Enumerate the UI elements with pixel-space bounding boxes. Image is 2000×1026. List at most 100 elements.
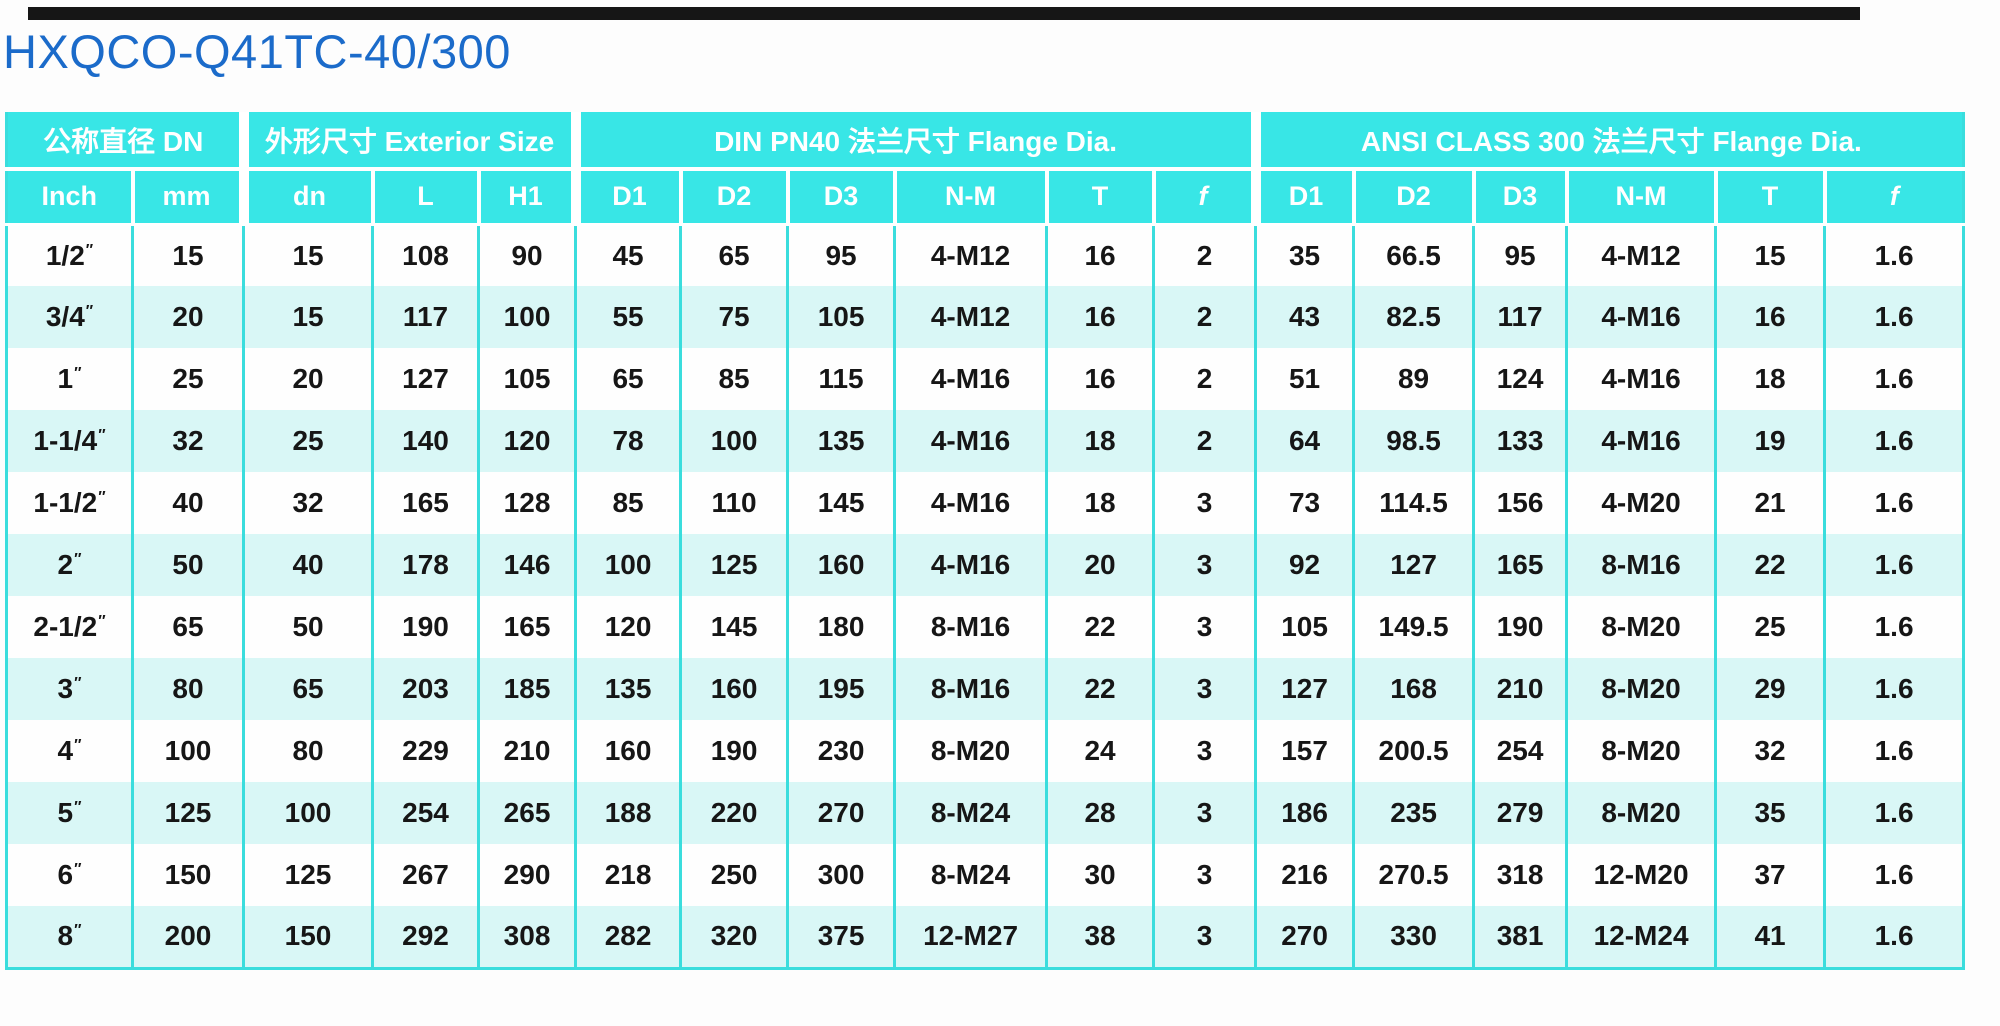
cell-ansi-d3: 95 [1472,224,1567,286]
cell-h1: 290 [477,844,576,906]
cell-dn: 15 [242,224,373,286]
inch-size: 2-1/2 [33,611,98,642]
cell-din-d2: 85 [679,348,788,410]
table-row: 6″ 150 125 267 290 218 250 300 8-M24 30 3 216 270.5 3… [6,844,1964,906]
cell-din-d2: 65 [679,224,788,286]
cell-din-d2: 250 [679,844,788,906]
cell-din-nm: 4-M16 [893,472,1047,534]
group-header-ansi-class300: ANSI CLASS 300 法兰尺寸 Flange Dia. [1250,112,1964,171]
cell-mm: 100 [130,720,244,782]
cell-ansi-d1: 127 [1254,658,1354,720]
cell-ansi-f: 1.6 [1823,348,1964,410]
col-header-mm: mm [130,169,244,226]
cell-ansi-d2: 235 [1352,782,1474,844]
table-row: 2-1/2″ 65 50 190 165 120 145 180 8-M16 22 3 105 149.… [6,596,1964,658]
col-header-L: L [370,169,479,226]
cell-ansi-d3: 190 [1472,596,1567,658]
inch-size: 8 [57,920,74,952]
col-header-ansi-T: T [1713,169,1825,226]
cell-ansi-t: 41 [1714,906,1825,968]
cell-ansi-d2: 66.5 [1352,224,1474,286]
cell-din-d1: 160 [574,720,681,782]
cell-l: 254 [371,782,479,844]
cell-inch: 3/4″ [6,286,133,348]
table-row: 4″ 100 80 229 210 160 190 230 8-M20 24 3 157 200.5 25… [6,720,1964,782]
cell-din-nm: 4-M16 [893,534,1047,596]
cell-ansi-f: 1.6 [1823,782,1964,844]
cell-din-nm: 4-M16 [893,348,1047,410]
cell-h1: 128 [477,472,576,534]
cell-din-d3: 195 [786,658,895,720]
cell-din-f: 2 [1152,348,1256,410]
cell-ansi-f: 1.6 [1823,720,1964,782]
cell-din-f: 3 [1152,782,1256,844]
cell-ansi-d3: 279 [1472,782,1567,844]
cell-l: 229 [371,720,479,782]
cell-ansi-t: 32 [1714,720,1825,782]
cell-l: 117 [371,286,479,348]
cell-ansi-f: 1.6 [1823,658,1964,720]
cell-ansi-nm: 8-M20 [1565,596,1716,658]
inch-size: 1 [57,363,74,394]
inch-mark: ″ [98,489,106,506]
cell-din-d2: 110 [679,472,788,534]
cell-din-d2: 190 [679,720,788,782]
cell-din-d1: 85 [574,472,681,534]
cell-din-nm: 8-M16 [893,658,1047,720]
cell-din-t: 30 [1045,844,1154,906]
col-header-inch: Inch [6,169,133,226]
cell-mm: 65 [130,596,244,658]
cell-din-d1: 135 [574,658,681,720]
cell-ansi-d1: 43 [1254,286,1354,348]
cell-mm: 25 [130,348,244,410]
table-body: 1/2″ 15 15 108 90 45 65 95 4-M12 16 2 35 66.5 95 4-M12… [6,224,1964,968]
col-header-ansi-D3: D3 [1471,169,1567,226]
cell-ansi-nm: 4-M16 [1565,286,1716,348]
col-header-H1: H1 [476,169,576,226]
cell-din-d2: 160 [679,658,788,720]
cell-ansi-d1: 35 [1254,224,1354,286]
cell-ansi-nm: 8-M16 [1565,534,1716,596]
cell-din-d3: 105 [786,286,895,348]
cell-din-nm: 4-M16 [893,410,1047,472]
cell-ansi-t: 37 [1714,844,1825,906]
cell-ansi-f: 1.6 [1823,534,1964,596]
cell-h1: 120 [477,410,576,472]
cell-h1: 90 [477,224,576,286]
cell-din-d2: 320 [679,906,788,968]
col-header-ansi-D2: D2 [1351,169,1474,226]
table-row: 2″ 50 40 178 146 100 125 160 4-M16 20 3 92 127 165 8-M… [6,534,1964,596]
cell-inch: 2-1/2″ [6,596,133,658]
cell-ansi-t: 25 [1714,596,1825,658]
cell-ansi-d3: 318 [1472,844,1567,906]
col-header-din-f: f [1151,169,1256,226]
cell-din-d3: 300 [786,844,895,906]
cell-ansi-d2: 114.5 [1352,472,1474,534]
cell-ansi-d3: 210 [1472,658,1567,720]
cell-l: 267 [371,844,479,906]
cell-din-t: 28 [1045,782,1154,844]
cell-l: 127 [371,348,479,410]
cell-din-t: 16 [1045,286,1154,348]
cell-inch: 1-1/2″ [6,472,133,534]
cell-ansi-t: 16 [1714,286,1825,348]
cell-ansi-d1: 64 [1254,410,1354,472]
cell-din-d1: 282 [574,906,681,968]
cell-l: 203 [371,658,479,720]
cell-mm: 50 [130,534,244,596]
table-row: 5″ 125 100 254 265 188 220 270 8-M24 28 3 186 235 279… [6,782,1964,844]
cell-din-d1: 218 [574,844,681,906]
flange-spec-table: 公称直径 DN 外形尺寸 Exterior Size DIN PN40 法兰尺寸… [5,112,1966,970]
cell-ansi-t: 21 [1714,472,1825,534]
cell-ansi-d3: 254 [1472,720,1567,782]
cell-din-f: 3 [1152,658,1256,720]
table-row: 3/4″ 20 15 117 100 55 75 105 4-M12 16 2 43 82.5 117 4-… [6,286,1964,348]
group-header-row: 公称直径 DN 外形尺寸 Exterior Size DIN PN40 法兰尺寸… [6,112,1964,171]
inch-size: 3/4 [45,301,85,332]
group-header-exterior-size: 外形尺寸 Exterior Size [238,112,576,171]
cell-ansi-d1: 270 [1254,906,1354,968]
cell-dn: 32 [242,472,373,534]
cell-dn: 150 [242,906,373,968]
inch-size: 4 [57,735,74,766]
cell-din-f: 3 [1152,906,1256,968]
